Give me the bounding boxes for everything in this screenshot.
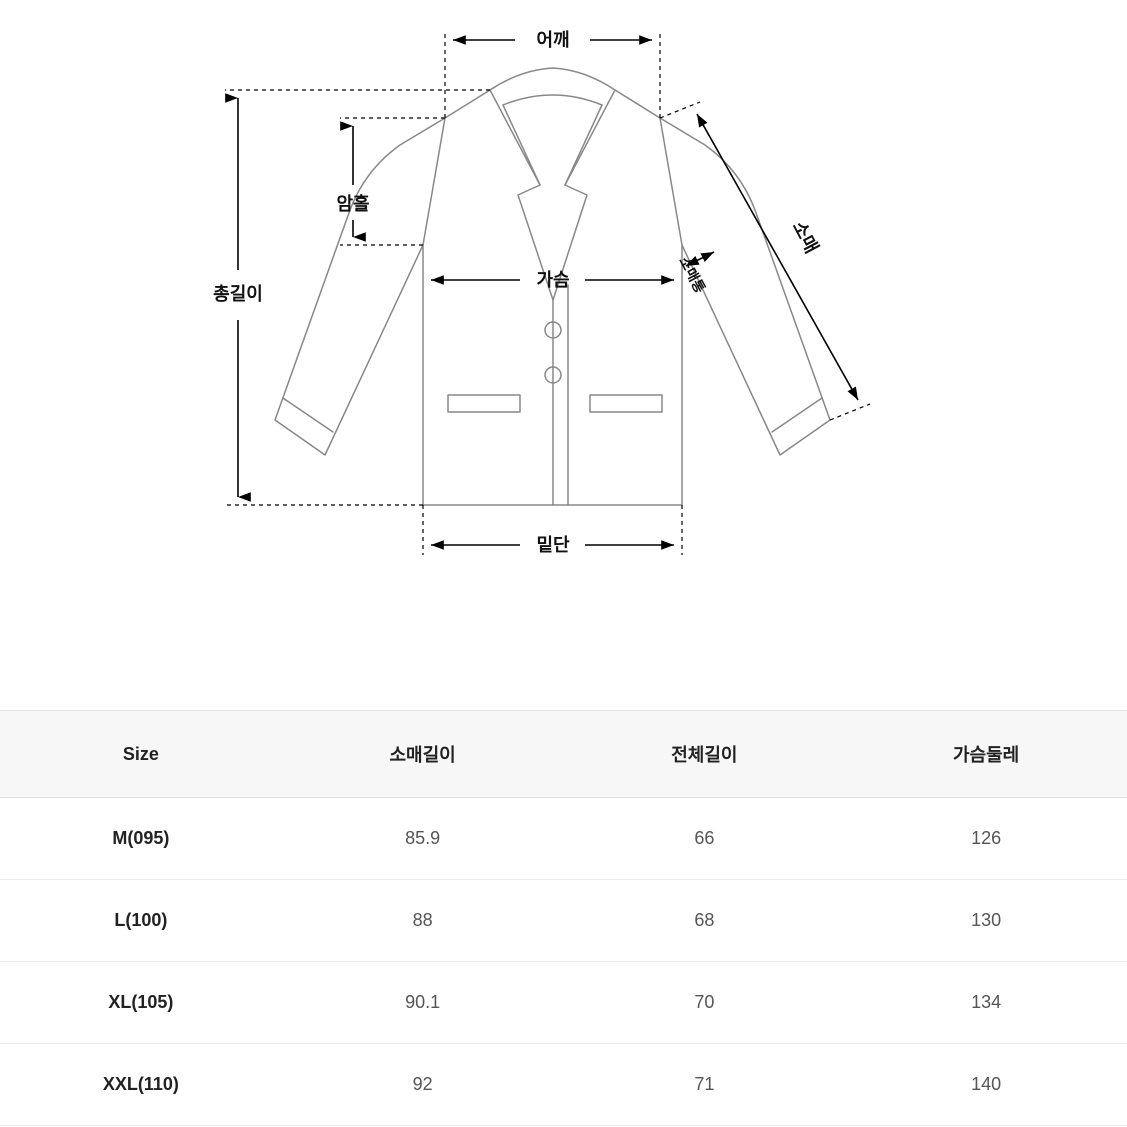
col-size: Size bbox=[0, 711, 282, 798]
cell-size: XXL(110) bbox=[0, 1044, 282, 1126]
label-chest: 가슴 bbox=[536, 270, 569, 290]
table-row: XL(105) 90.1 70 134 bbox=[0, 962, 1127, 1044]
table-row: M(095) 85.9 66 126 bbox=[0, 798, 1127, 880]
size-table: Size 소매길이 전체길이 가슴둘레 M(095) 85.9 66 126 L… bbox=[0, 710, 1127, 1126]
col-sleeve: 소매길이 bbox=[282, 711, 564, 798]
dimension-labels: 어깨 암홀 총길이 가슴 밑단 소매 소매통 bbox=[213, 30, 822, 555]
dimension-lines bbox=[238, 40, 858, 545]
cell-length: 70 bbox=[564, 962, 846, 1044]
cell-size: XL(105) bbox=[0, 962, 282, 1044]
label-armhole: 암홀 bbox=[336, 193, 369, 214]
cell-chest: 126 bbox=[845, 798, 1127, 880]
cell-sleeve: 85.9 bbox=[282, 798, 564, 880]
table-header-row: Size 소매길이 전체길이 가슴둘레 bbox=[0, 711, 1127, 798]
size-table-wrap: Size 소매길이 전체길이 가슴둘레 M(095) 85.9 66 126 L… bbox=[0, 710, 1127, 1126]
col-length: 전체길이 bbox=[564, 711, 846, 798]
label-hem: 밑단 bbox=[536, 535, 570, 555]
cell-chest: 130 bbox=[845, 880, 1127, 962]
cell-length: 66 bbox=[564, 798, 846, 880]
table-row: L(100) 88 68 130 bbox=[0, 880, 1127, 962]
jacket-diagram-svg: 어깨 암홀 총길이 가슴 밑단 소매 소매통 bbox=[0, 0, 1127, 600]
label-sleeve: 소매 bbox=[789, 218, 822, 257]
label-sleeve-width: 소매통 bbox=[676, 254, 708, 296]
col-chest: 가슴둘레 bbox=[845, 711, 1127, 798]
cell-size: L(100) bbox=[0, 880, 282, 962]
extension-lines bbox=[225, 30, 870, 555]
cell-sleeve: 90.1 bbox=[282, 962, 564, 1044]
label-total-length: 총길이 bbox=[213, 283, 263, 304]
label-shoulder: 어깨 bbox=[536, 30, 569, 50]
cell-length: 68 bbox=[564, 880, 846, 962]
cell-chest: 140 bbox=[845, 1044, 1127, 1126]
measurement-diagram: 어깨 암홀 총길이 가슴 밑단 소매 소매통 bbox=[0, 0, 1127, 600]
cell-sleeve: 92 bbox=[282, 1044, 564, 1126]
cell-chest: 134 bbox=[845, 962, 1127, 1044]
table-row: XXL(110) 92 71 140 bbox=[0, 1044, 1127, 1126]
cell-length: 71 bbox=[564, 1044, 846, 1126]
cell-size: M(095) bbox=[0, 798, 282, 880]
cell-sleeve: 88 bbox=[282, 880, 564, 962]
